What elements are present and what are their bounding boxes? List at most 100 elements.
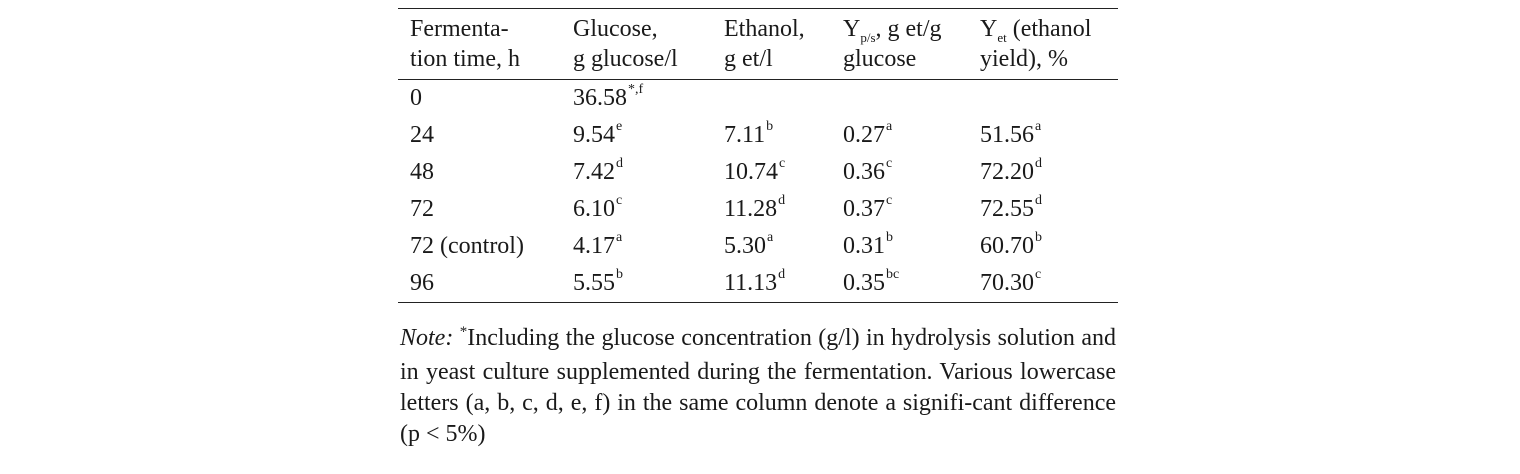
cell-yps: 0.31b <box>831 228 968 265</box>
cell-yet: 70.30c <box>968 265 1118 303</box>
cell-ethanol <box>712 80 831 118</box>
significance-letter: a <box>616 230 623 245</box>
cell-value: 5.30 <box>724 233 766 259</box>
cell-yet: 72.55d <box>968 191 1118 228</box>
significance-letter: bc <box>886 267 900 282</box>
cell-fermentation-time: 24 <box>410 122 434 148</box>
table-row: 72 (control) 4.17a 5.30a 0.31b 60.70b <box>398 228 1118 265</box>
significance-letter: a <box>1035 119 1042 134</box>
significance-letter: a <box>767 230 774 245</box>
significance-letter: b <box>616 267 623 282</box>
cell-value: 0.31 <box>843 233 885 259</box>
cell-value: 5.55 <box>573 270 615 296</box>
cell-fermentation-time: 48 <box>410 159 434 185</box>
significance-letter: *,f <box>628 82 644 97</box>
cell-glucose: 5.55b <box>561 265 712 303</box>
significance-letter: c <box>616 193 623 208</box>
table-row: 48 7.42d 10.74c 0.36c 72.20d <box>398 154 1118 191</box>
cell-ethanol: 11.28d <box>712 191 831 228</box>
cell-glucose: 4.17a <box>561 228 712 265</box>
header-line: Yet (ethanol <box>980 14 1118 45</box>
header-line: Ethanol, <box>724 16 805 42</box>
header-line: Fermenta- <box>410 16 509 42</box>
cell-glucose: 36.58*,f <box>561 80 712 118</box>
cell-yet: 51.56a <box>968 117 1118 154</box>
cell-glucose: 9.54e <box>561 117 712 154</box>
cell-value: 7.11 <box>724 122 766 148</box>
cell-glucose: 6.10c <box>561 191 712 228</box>
cell-value: 51.56 <box>980 122 1034 148</box>
header-text: (ethanol <box>1012 16 1092 42</box>
note-marker: * <box>459 324 468 340</box>
note-label: Note: <box>400 325 454 351</box>
header-symbol: Y <box>980 16 998 42</box>
significance-letter: b <box>886 230 893 245</box>
header-yps: Yp/s, g et/g glucose <box>831 9 968 80</box>
cell-yps: 0.37c <box>831 191 968 228</box>
significance-letter: c <box>779 156 786 171</box>
header-subscript: p/s <box>860 30 876 45</box>
cell-ethanol: 5.30a <box>712 228 831 265</box>
cell-ethanol: 11.13d <box>712 265 831 303</box>
header-line: tion time, h <box>410 46 520 72</box>
cell-value: 0.27 <box>843 122 885 148</box>
cell-yps: 0.36c <box>831 154 968 191</box>
table-row: 72 6.10c 11.28d 0.37c 72.55d <box>398 191 1118 228</box>
cell-yet <box>968 80 1118 118</box>
significance-letter: a <box>886 119 893 134</box>
significance-letter: c <box>886 193 893 208</box>
header-line: Yp/s, g et/g <box>843 14 968 45</box>
header-text: , g et/g <box>875 16 942 42</box>
significance-letter: d <box>1035 193 1042 208</box>
header-yet: Yet (ethanol yield), % <box>968 9 1118 80</box>
header-subscript: et <box>997 30 1007 45</box>
cell-value: 72.55 <box>980 196 1034 222</box>
significance-letter: b <box>1035 230 1042 245</box>
header-line: Glucose, <box>573 16 658 42</box>
cell-glucose: 7.42d <box>561 154 712 191</box>
cell-fermentation-time: 96 <box>410 270 434 296</box>
cell-value: 72.20 <box>980 159 1034 185</box>
cell-value: 7.42 <box>573 159 615 185</box>
note-text: Including the glucose concentration (g/l… <box>400 325 1117 447</box>
document-body: Fermenta- tion time, h Glucose, g glucos… <box>398 8 1118 474</box>
cell-fermentation-time: 72 <box>410 196 434 222</box>
header-line: g et/l <box>724 46 773 72</box>
cell-value: 36.58 <box>573 85 627 111</box>
cell-value: 10.74 <box>724 159 778 185</box>
cell-yps: 0.27a <box>831 117 968 154</box>
table-row: 24 9.54e 7.11b 0.27a 51.56a <box>398 117 1118 154</box>
cell-fermentation-time: 0 <box>410 85 422 111</box>
table-note: Note: *Including the glucose concentrati… <box>398 323 1118 450</box>
cell-value: 0.37 <box>843 196 885 222</box>
table-body: 0 36.58*,f 24 9.54e 7.11b 0.27a 51.56a 48 7.42d 1… <box>398 80 1118 303</box>
cell-value: 11.28 <box>724 196 778 222</box>
significance-letter: b <box>766 119 774 134</box>
header-ethanol: Ethanol, g et/l <box>712 9 831 80</box>
significance-letter: d <box>616 156 623 171</box>
header-line: yield), % <box>980 46 1068 72</box>
header-line: g glucose/l <box>573 46 678 72</box>
cell-ethanol: 7.11b <box>712 117 831 154</box>
significance-letter: d <box>778 193 786 208</box>
cell-yet: 60.70b <box>968 228 1118 265</box>
cell-value: 0.36 <box>843 159 885 185</box>
cell-yet: 72.20d <box>968 154 1118 191</box>
cell-value: 70.30 <box>980 270 1034 296</box>
cell-yps <box>831 80 968 118</box>
header-symbol: Y <box>843 16 861 42</box>
cell-value: 6.10 <box>573 196 615 222</box>
fermentation-results-table: Fermenta- tion time, h Glucose, g glucos… <box>398 8 1118 303</box>
significance-letter: d <box>1035 156 1042 171</box>
cell-value: 9.54 <box>573 122 615 148</box>
header-line: glucose <box>843 46 917 72</box>
cell-yps: 0.35bc <box>831 265 968 303</box>
cell-value: 11.13 <box>724 270 778 296</box>
header-glucose: Glucose, g glucose/l <box>561 9 712 80</box>
significance-letter: c <box>1035 267 1042 282</box>
table-header-row: Fermenta- tion time, h Glucose, g glucos… <box>398 8 1118 80</box>
table-row: 0 36.58*,f <box>398 80 1118 118</box>
cell-value: 60.70 <box>980 233 1034 259</box>
cell-fermentation-time: 72 (control) <box>410 233 524 259</box>
table-row: 96 5.55b 11.13d 0.35bc 70.30c <box>398 265 1118 303</box>
